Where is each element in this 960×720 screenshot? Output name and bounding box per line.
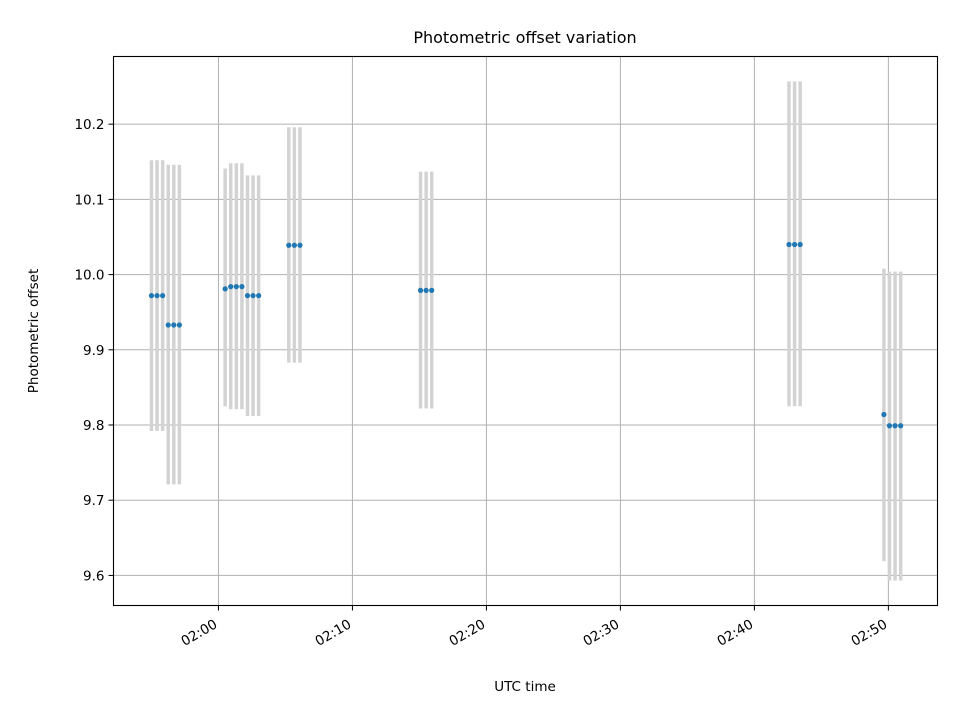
data-point — [228, 284, 234, 290]
x-tick-label: 02:30 — [581, 616, 623, 649]
data-point — [160, 293, 166, 299]
data-point — [886, 423, 893, 429]
y-axis: 9.6 9.7 9.8 9.9 10.0 10.1 10.2 — [74, 117, 114, 584]
x-tick-label: 02:00 — [179, 616, 221, 649]
data-point — [898, 423, 904, 429]
data-point — [239, 284, 245, 290]
x-tick-label: 02:50 — [848, 616, 890, 649]
y-tick-label: 10.2 — [74, 117, 104, 133]
y-tick-label: 9.7 — [83, 493, 104, 509]
data-point — [244, 293, 251, 299]
y-tick-label: 9.9 — [83, 343, 104, 359]
x-tick-label: 02:40 — [714, 616, 756, 649]
errorbar-layer — [149, 81, 903, 581]
data-point — [222, 286, 228, 292]
y-axis-label: Photometric offset — [26, 269, 42, 393]
data-point — [176, 322, 182, 328]
data-point — [786, 241, 792, 248]
data-point — [154, 293, 160, 299]
y-tick-label: 10.0 — [74, 268, 104, 284]
plot-frame — [112, 55, 939, 607]
chart-title: Photometric offset variation — [413, 28, 636, 47]
data-point — [297, 242, 303, 248]
x-tick-label: 02:20 — [447, 616, 489, 649]
data-point — [171, 322, 177, 328]
data-point — [165, 322, 171, 328]
data-point — [256, 293, 262, 299]
x-axis: 02:00 02:10 02:20 02:30 02:40 02:50 — [179, 605, 890, 650]
x-tick-label: 02:10 — [313, 616, 355, 649]
y-tick-label: 9.6 — [83, 568, 104, 584]
x-axis-label: UTC time — [494, 679, 556, 695]
data-point — [429, 287, 435, 293]
y-tick-label: 9.8 — [83, 418, 104, 434]
data-point — [291, 242, 297, 248]
point-layer — [148, 241, 904, 429]
data-point — [791, 241, 798, 248]
data-point — [892, 423, 898, 429]
data-point — [423, 287, 429, 293]
data-point — [250, 293, 256, 299]
data-point — [881, 411, 887, 418]
data-point — [417, 287, 424, 293]
data-point — [148, 293, 155, 299]
data-point — [286, 242, 292, 248]
data-point — [797, 241, 803, 248]
data-point — [233, 284, 239, 290]
y-tick-label: 10.1 — [74, 192, 104, 208]
